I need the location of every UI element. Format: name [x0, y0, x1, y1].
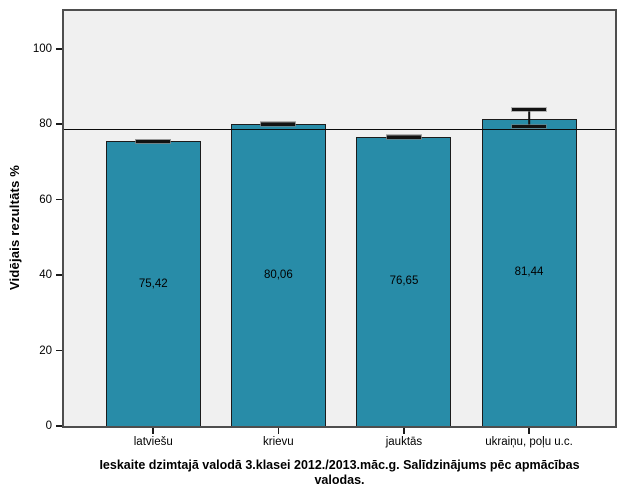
error-bar-krievu [261, 121, 296, 127]
chart-title-text: Ieskaite dzimtajā valodā 3.klasei 2012./… [99, 458, 580, 487]
x-tick-mark [152, 428, 155, 434]
x-tick-mark [403, 428, 405, 434]
y-tick-mark [56, 274, 62, 276]
y-tick-mark [56, 198, 62, 201]
y-tick-label-80: 80 [39, 118, 52, 131]
y-tick-label-60: 60 [39, 193, 52, 206]
y-tick-mark [56, 123, 62, 125]
bar-krievu [230, 123, 326, 426]
x-tick-mark [528, 428, 530, 434]
error-line [528, 108, 530, 128]
y-tick-mark [56, 349, 62, 352]
error-bar-latviešu [136, 139, 171, 144]
bar-ukraiņu, poļu u.c. [481, 118, 577, 426]
plot-area: 75,42 80,06 76,65 81,44 [62, 9, 617, 428]
y-tick-label-0: 0 [45, 420, 52, 432]
error-bar-ukraiņu, poļu u.c. [512, 108, 547, 128]
x-tick-label-latviešu: latviešu [133, 436, 173, 448]
reference-line [64, 129, 615, 131]
y-tick-label-20: 20 [39, 344, 52, 357]
bar-latviešu [105, 141, 201, 426]
bar-value-label: 76,65 [389, 275, 419, 288]
x-tick-mark [277, 428, 280, 434]
y-tick-mark [56, 425, 62, 427]
x-tick-label-jauktās: jauktās [385, 436, 423, 448]
chart-title: Ieskaite dzimtajā valodā 3.klasei 2012./… [62, 458, 617, 488]
x-tick-label-ukraiņu, poļu u.c.: ukraiņu, poļu u.c. [485, 436, 573, 448]
y-tick-mark [56, 47, 62, 50]
error-cap-top [512, 108, 547, 112]
bar-value-label: 81,44 [514, 266, 544, 279]
error-bar-jauktās [386, 134, 421, 139]
bar-value-label: 75,42 [138, 277, 168, 290]
x-tick-label-krievu: krievu [262, 436, 294, 448]
error-cap-bottom [261, 123, 296, 127]
y-tick-label-40: 40 [39, 269, 52, 282]
bar-value-label: 80,06 [263, 268, 293, 281]
error-cap-bottom [136, 140, 171, 144]
error-cap-bottom [512, 124, 547, 128]
y-axis-title: Vidējais rezultāts % [7, 164, 22, 291]
y-tick-label-100: 100 [32, 42, 52, 55]
error-cap-bottom [386, 135, 421, 139]
